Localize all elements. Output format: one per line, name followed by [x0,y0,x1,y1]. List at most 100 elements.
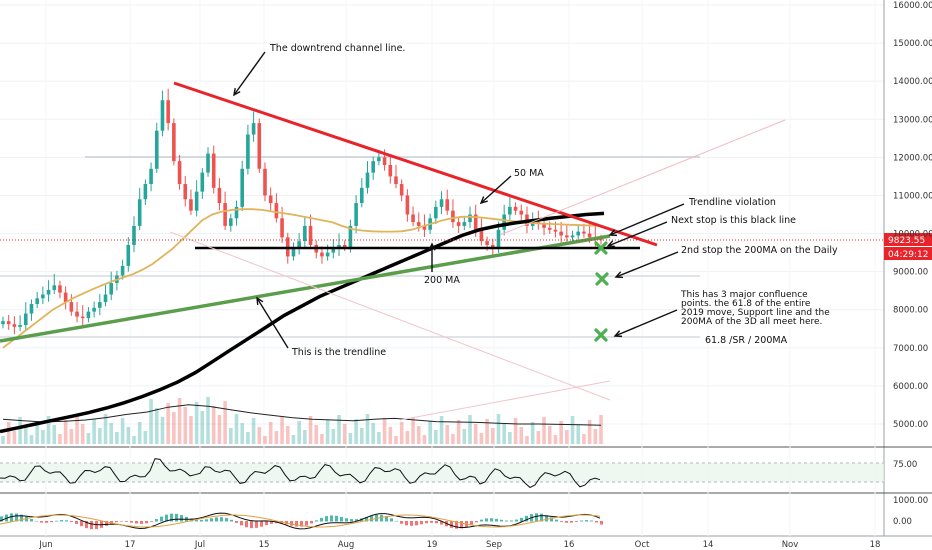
candle-body [513,206,518,211]
macd-histogram-bar [415,521,418,526]
macd-histogram-bar [515,519,518,522]
volume-bar [542,417,546,444]
volume-bar [582,434,586,444]
macd-histogram-bar [135,521,138,524]
macd-histogram-bar [550,517,553,522]
volume-bar [149,399,153,444]
macd-histogram-bar [30,519,33,522]
macd-histogram-bar [430,521,433,523]
volume-bar [479,433,484,444]
macd-histogram-bar [85,521,88,529]
volume-bar [354,419,358,444]
macd-histogram-bar [90,521,93,530]
macd-histogram-bar [420,521,423,525]
macd-signal-line [0,514,601,528]
arrow-head [614,271,624,279]
macd-histogram-bar [310,521,313,524]
macd-histogram-bar [225,518,228,522]
macd-histogram-bar [220,517,223,522]
price-label-box [884,233,932,246]
macd-histogram-bar [55,520,58,522]
candle-body [303,225,307,242]
macd-histogram-bar [405,521,408,526]
macd-histogram-bar [265,521,268,526]
candle-body [462,222,467,226]
ma50-line [2,208,602,349]
volume-bar [115,432,119,444]
volume-bar [217,415,222,444]
macd-histogram-bar [575,521,578,522]
macd-histogram-bar [0,516,3,522]
annotation-trendline: This is the trendline [291,347,386,358]
candle-body [399,184,404,196]
volume-bar [126,427,131,444]
candle-body [69,302,74,312]
macd-histogram-bar [160,516,163,522]
countdown-label-box [884,247,932,260]
macd-histogram-bar [215,517,218,522]
macd-histogram-bar [10,513,13,522]
annotation-confluence-2: points. the 61.8 of the entire [681,299,811,309]
macd-histogram-bar [70,521,73,522]
volume-bars [1,397,603,444]
volume-bar [473,424,478,444]
volume-bar [348,433,353,444]
candle-body [451,210,455,223]
macd-histogram-bar [365,516,368,522]
macd-histogram-bar [470,521,473,525]
macd-histogram-bar [165,514,168,522]
macd-histogram-bar [320,517,323,522]
volume-bar [86,433,91,444]
macd-histogram-bar [565,521,568,523]
macd-histogram-bar [410,521,413,526]
volume-bar [428,421,432,444]
candle-body [1,321,5,325]
volume-bar [23,426,28,444]
macd-histogram-bar [355,519,358,522]
macd-histogram-bar [60,520,63,522]
macd-histogram-bar [80,521,83,527]
candle-body [348,225,353,247]
candle-body [565,235,569,238]
macd-histogram-bar [250,521,253,529]
volume-bar [303,430,307,444]
macd-histogram-bar [255,521,258,528]
volume-bar [599,415,603,444]
volume-bar [331,429,336,444]
candle-body [12,324,17,327]
annotation-arrow [614,309,678,337]
volume-bar [189,416,193,444]
arrow-head [608,229,618,237]
candle-body [41,294,45,299]
candle-body [473,214,478,230]
macd-histogram-bar [170,513,173,522]
volume-bar [291,435,296,444]
volume-bar [468,415,472,444]
ma200-line [0,211,605,434]
annotation-200ma: 200 MA [424,275,460,286]
arrow-head [479,196,488,205]
macd-histogram-bar [590,520,593,522]
volume-bar [342,424,347,444]
annotation-downtrend: The downtrend channel line. [269,43,405,54]
macd-histogram-bar [395,520,398,522]
macd-histogram-bar [450,521,453,528]
candle-body [559,231,563,236]
candle-body [382,157,387,165]
macd-histogram-bar [600,521,603,525]
candle-body [291,248,296,257]
candle-body [308,225,313,245]
volume-bar [570,416,575,444]
projection-line [499,119,786,236]
volume-bar [240,423,244,444]
candle-body [6,321,11,325]
candle-body [229,218,233,226]
candle-body [246,134,250,169]
candle-body [405,195,410,215]
volume-bar [206,397,210,444]
macd-histogram-bar [580,520,583,522]
candle-body [183,184,188,200]
macd-histogram-bar [190,518,193,522]
time-tick-label: 14 [703,540,714,550]
